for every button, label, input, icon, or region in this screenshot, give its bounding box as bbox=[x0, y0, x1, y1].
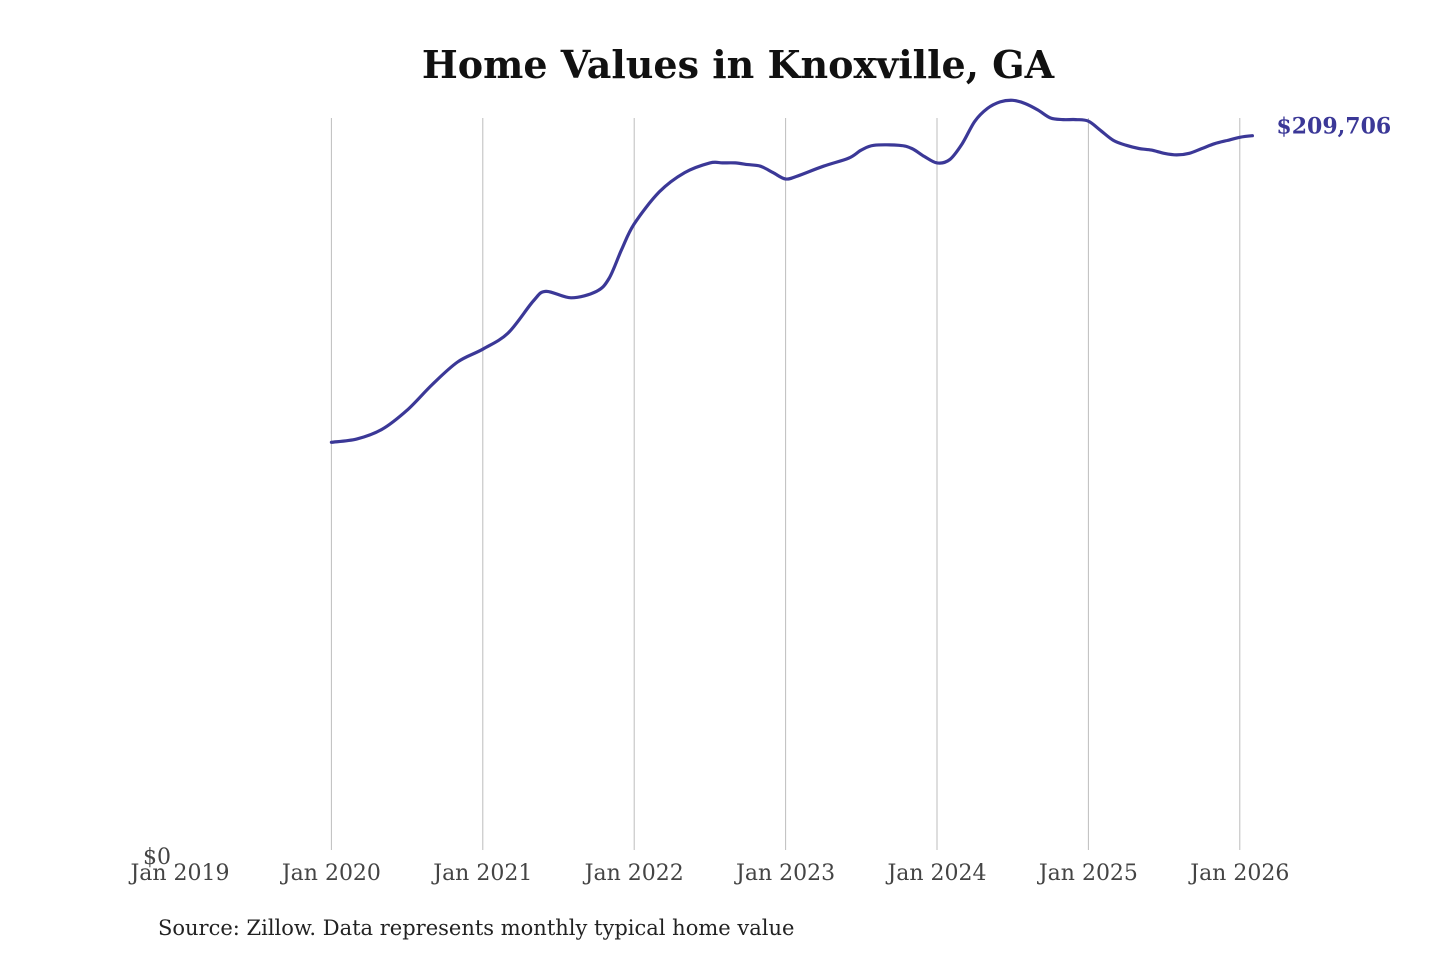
x-tick-label: Jan 2025 bbox=[1037, 861, 1138, 886]
x-tick-label: Jan 2020 bbox=[280, 861, 381, 886]
gridlines bbox=[330, 118, 1241, 850]
x-tick-label: Jan 2022 bbox=[583, 861, 684, 886]
x-tick-label: Jan 2023 bbox=[734, 861, 835, 886]
source-note: Source: Zillow. Data represents monthly … bbox=[158, 916, 795, 940]
y-tick-label: $0 bbox=[143, 845, 171, 870]
x-axis-ticks: Jan 2019 Jan 2020 Jan 2021 Jan 2022 Jan 2023… bbox=[128, 861, 1289, 886]
y-axis-ticks: $0 bbox=[143, 845, 171, 870]
home-value-line bbox=[329, 98, 1254, 444]
chart-title: Home Values in Knoxville, GA bbox=[421, 42, 1055, 87]
end-value-label: $209,706 bbox=[1276, 114, 1391, 140]
x-tick-label: Jan 2024 bbox=[885, 861, 986, 886]
x-tick-label: Jan 2021 bbox=[431, 861, 532, 886]
x-tick-label: Jan 2019 bbox=[128, 861, 229, 886]
x-tick-label: Jan 2026 bbox=[1188, 861, 1289, 886]
